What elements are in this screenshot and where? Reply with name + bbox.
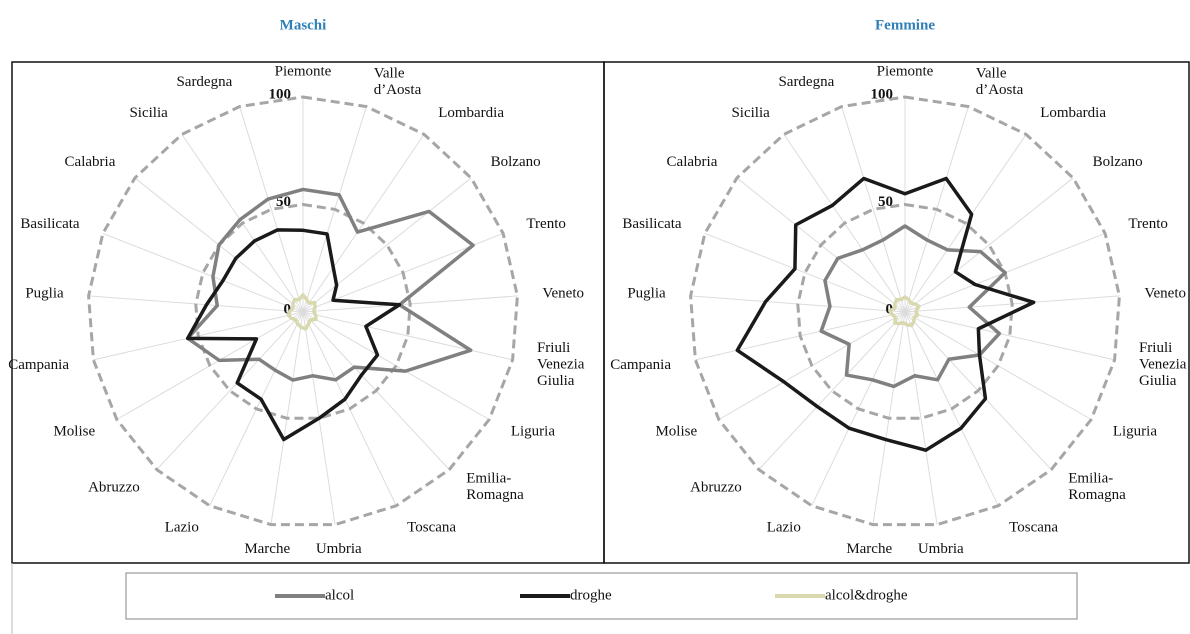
- r-tick-label: 50: [276, 194, 291, 210]
- spoke: [156, 311, 304, 470]
- category-label: Friuli Venezia Giulia: [537, 340, 585, 389]
- category-label: Lazio: [767, 520, 801, 536]
- spoke: [904, 177, 1074, 313]
- category-label: Valle d’Aosta: [976, 66, 1024, 99]
- r-tick-label: 100: [871, 86, 894, 102]
- category-label: Lombardia: [438, 105, 504, 121]
- grid-ring: [87, 95, 519, 527]
- category-label: Piemonte: [877, 63, 934, 79]
- category-label: Toscana: [1009, 520, 1058, 536]
- category-label: Veneto: [1144, 286, 1186, 302]
- category-label: Lombardia: [1040, 105, 1106, 121]
- category-label: Emilia-Romagna: [1068, 471, 1126, 504]
- chart-title: Femmine: [875, 17, 935, 33]
- category-label: Sicilia: [129, 105, 168, 121]
- series-line: [888, 295, 921, 328]
- category-label: Trento: [1128, 216, 1167, 232]
- category-label: Campania: [610, 357, 671, 373]
- category-label: Veneto: [542, 286, 584, 302]
- category-label: Sicilia: [731, 105, 770, 121]
- spoke: [841, 106, 906, 313]
- category-label: Abruzzo: [690, 479, 742, 495]
- category-label: Marche: [244, 541, 290, 557]
- r-tick-label: 0: [284, 301, 292, 317]
- category-label: Umbria: [316, 541, 362, 557]
- category-label: Abruzzo: [88, 479, 140, 495]
- category-label: Liguria: [511, 423, 555, 439]
- category-label: Toscana: [407, 520, 456, 536]
- category-label: Calabria: [667, 154, 718, 170]
- legend-label: droghe: [570, 587, 612, 603]
- panel-border: [603, 61, 1190, 564]
- series-line: [819, 224, 1007, 389]
- category-label: Basilicata: [622, 216, 681, 232]
- category-label: Lazio: [165, 520, 199, 536]
- grid-ring: [796, 202, 1014, 420]
- category-label: Emilia-Romagna: [466, 471, 524, 504]
- series-line: [185, 187, 475, 382]
- series-line: [735, 176, 1036, 452]
- category-label: Basilicata: [20, 216, 79, 232]
- category-label: Sardegna: [778, 74, 834, 90]
- spoke: [758, 311, 906, 470]
- chart-title: Maschi: [280, 17, 327, 33]
- series-line: [286, 293, 318, 331]
- spoke: [239, 106, 304, 313]
- category-label: Valle d’Aosta: [374, 66, 422, 99]
- r-tick-label: 50: [878, 194, 893, 210]
- category-label: Puglia: [25, 286, 64, 302]
- category-label: Piemonte: [275, 63, 332, 79]
- category-label: Bolzano: [1093, 154, 1143, 170]
- category-label: Marche: [846, 541, 892, 557]
- grid-ring: [689, 95, 1121, 527]
- category-label: Trento: [526, 216, 565, 232]
- r-tick-label: 100: [269, 86, 292, 102]
- category-label: Molise: [53, 423, 95, 439]
- grid-ring: [194, 202, 412, 420]
- category-label: Sardegna: [176, 74, 232, 90]
- category-label: Campania: [8, 357, 69, 373]
- category-label: Puglia: [627, 286, 666, 302]
- spoke: [904, 311, 1115, 361]
- category-label: Liguria: [1113, 423, 1157, 439]
- series-line: [185, 228, 402, 442]
- spoke: [102, 232, 304, 313]
- category-label: Umbria: [918, 541, 964, 557]
- spoke: [302, 177, 472, 313]
- category-label: Calabria: [65, 154, 116, 170]
- legend-label: alcol&droghe: [825, 587, 908, 603]
- category-label: Bolzano: [491, 154, 541, 170]
- spoke: [904, 311, 938, 525]
- spoke: [302, 311, 513, 361]
- category-label: Friuli Venezia Giulia: [1139, 340, 1187, 389]
- spoke: [704, 232, 906, 313]
- category-label: Molise: [655, 423, 697, 439]
- legend-label: alcol: [325, 587, 354, 603]
